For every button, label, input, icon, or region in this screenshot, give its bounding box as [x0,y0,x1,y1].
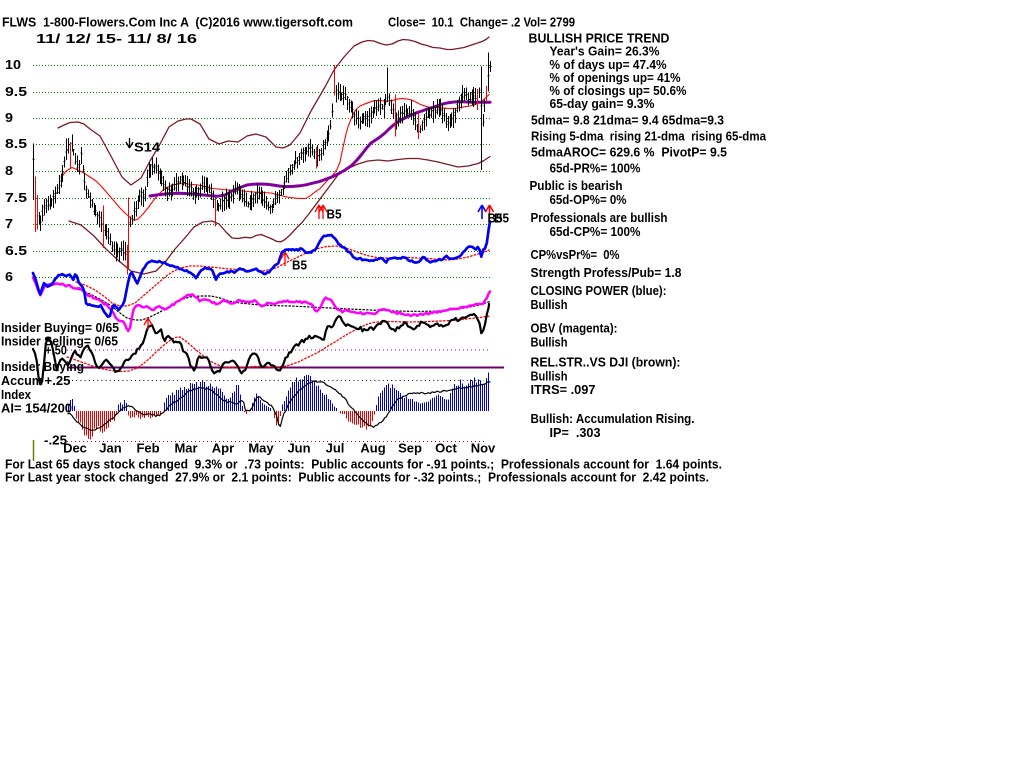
svg-text:Apr: Apr [212,441,234,456]
svg-text:% of closings up= 50.6%: % of closings up= 50.6% [550,83,687,98]
svg-text:Insider Selling= 0/65: Insider Selling= 0/65 [1,334,118,349]
svg-text:Bullish: Bullish [531,335,568,350]
svg-text:6.5: 6.5 [5,243,27,258]
svg-text:Sep: Sep [398,441,422,456]
svg-text:Professionals are bullish: Professionals are bullish [531,210,668,225]
svg-text:Insider Buying: Insider Buying [1,359,84,374]
svg-text:May: May [248,441,274,456]
svg-text:+.50: +.50 [45,343,67,358]
svg-text:FLWS 1-800-Flowers.Com Inc A: FLWS 1-800-Flowers.Com Inc A (C)2016 www… [2,15,353,30]
svg-text:Bullish: Bullish [531,369,568,384]
svg-text:65d-CP%= 100%: 65d-CP%= 100% [550,224,641,239]
svg-text:REL.STR..VS DJI (brown):: REL.STR..VS DJI (brown): [531,355,681,370]
svg-text:Strength Profess/Pub= 1.8: Strength Profess/Pub= 1.8 [531,265,682,280]
svg-text:For Last year stock changed 2: For Last year stock changed 27.9% or 2.1… [5,470,709,485]
svg-text:% of days up= 47.4%: % of days up= 47.4% [550,57,667,72]
svg-text:Insider Buying= 0/65: Insider Buying= 0/65 [1,320,119,335]
svg-text:CP%vsPr%= 0%: CP%vsPr%= 0% [531,247,620,262]
svg-text:Feb: Feb [136,441,159,456]
svg-text:11/ 12/ 15- 11/ 8/ 16: 11/ 12/ 15- 11/ 8/ 16 [36,31,197,46]
svg-text:7: 7 [5,216,13,231]
svg-text:7.5: 7.5 [5,190,27,205]
svg-text:IP= .303: IP= .303 [550,425,601,440]
svg-text:BULLISH PRICE TREND: BULLISH PRICE TREND [529,31,670,46]
svg-text:Jun: Jun [287,441,310,456]
svg-text:Year's Gain= 26.3%: Year's Gain= 26.3% [550,44,660,59]
svg-text:% of openings up= 41%: % of openings up= 41% [550,70,681,85]
svg-text:CLOSING POWER (blue):: CLOSING POWER (blue): [531,283,667,298]
svg-text:AI= 154/200: AI= 154/200 [1,401,72,416]
svg-text:6: 6 [5,269,13,284]
svg-text:9.5: 9.5 [5,84,27,99]
svg-text:OBV (magenta):: OBV (magenta): [531,321,618,336]
svg-text:65d-PR%= 100%: 65d-PR%= 100% [550,161,641,176]
svg-text:B5: B5 [292,258,307,273]
svg-text:B5: B5 [327,207,342,222]
svg-text:5dma= 9.8 21dma= 9.4 65dma=9.3: 5dma= 9.8 21dma= 9.4 65dma=9.3 [531,113,724,128]
svg-text:9: 9 [5,110,13,125]
svg-text:B5: B5 [494,211,509,226]
svg-text:8: 8 [5,163,13,178]
svg-text:Index: Index [1,387,32,402]
svg-text:8.5: 8.5 [5,136,27,151]
svg-text:Accum: Accum [1,373,43,388]
svg-text:Jan: Jan [99,441,121,456]
svg-text:Oct: Oct [435,441,457,456]
svg-text:Dec: Dec [63,441,87,456]
svg-text:S14: S14 [134,140,161,155]
svg-text:-.25: -.25 [44,433,67,448]
svg-text:Bullish: Bullish [531,297,568,312]
svg-text:Close= 10.1 Change= .2 Vol=: Close= 10.1 Change= .2 Vol= 2799 [388,15,575,30]
svg-text:Rising 5-dma rising 21-dma r: Rising 5-dma rising 21-dma rising 65-dma [531,129,767,144]
svg-text:ITRS= .097: ITRS= .097 [531,382,596,397]
svg-text:Nov: Nov [471,441,496,456]
svg-text:Aug: Aug [360,441,385,456]
svg-text:10: 10 [5,57,21,72]
svg-text:65d-OP%= 0%: 65d-OP%= 0% [550,192,627,207]
svg-text:Bullish: Accumulation Rising.: Bullish: Accumulation Rising. [531,411,695,426]
svg-text:5dmaAROC= 629.6 % PivotP= 9.5: 5dmaAROC= 629.6 % PivotP= 9.5 [531,145,727,160]
svg-text:+.25: +.25 [45,373,71,388]
svg-text:B5: B5 [488,211,503,226]
svg-text:For Last 65 days stock changed: For Last 65 days stock changed 9.3% or .… [5,457,722,472]
svg-text:Jul: Jul [326,441,345,456]
svg-text:65-day gain= 9.3%: 65-day gain= 9.3% [550,96,655,111]
svg-text:Mar: Mar [174,441,197,456]
svg-text:Public is bearish: Public is bearish [530,178,623,193]
